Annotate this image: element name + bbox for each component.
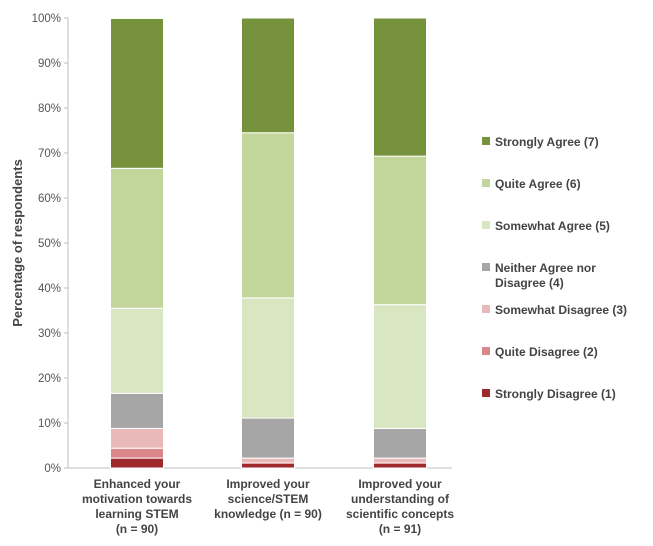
x-category-label-line: scientific concepts <box>346 507 454 521</box>
y-tick-label: 0% <box>44 463 61 475</box>
legend-label-line: Disagree (4) <box>495 276 564 290</box>
bar-segment <box>373 17 427 157</box>
y-tick-label: 100% <box>32 13 61 25</box>
bar-segment <box>373 304 427 429</box>
y-tick-label: 80% <box>38 103 61 115</box>
y-tick-label: 10% <box>38 418 61 430</box>
legend-swatch <box>482 305 490 313</box>
bar-segment <box>110 392 164 429</box>
legend-label: Somewhat Disagree (3) <box>495 303 627 317</box>
y-tick-label: 90% <box>38 58 61 70</box>
legend-label: Strongly Disagree (1) <box>495 387 616 401</box>
x-category-label: Enhanced your motivation towards learning … <box>82 477 192 536</box>
legend-swatch <box>482 347 490 355</box>
bar-segment <box>373 155 427 306</box>
legend-layer: Strongly Agree (7) Quite Agree (6) Somewha… <box>482 135 627 401</box>
x-category-label-line: learning STEM <box>95 507 178 521</box>
bar-segment <box>373 457 427 464</box>
y-tick-label: 50% <box>38 238 61 250</box>
y-tick-label: 20% <box>38 373 61 385</box>
x-category-label-line: (n = 90) <box>116 522 158 536</box>
x-category-label-line: Enhanced your <box>94 477 181 491</box>
x-category-label-line: understanding of <box>351 492 450 506</box>
legend-label: Strongly Agree (7) <box>495 135 599 149</box>
legend-swatch <box>482 221 490 229</box>
legend-label-line: Strongly Agree (7) <box>495 135 599 149</box>
x-category-label: Improved your science/STEM knowledge (n = … <box>214 477 322 521</box>
x-category-label-line: motivation towards <box>82 492 192 506</box>
x-category-label-line: knowledge (n = 90) <box>214 507 322 521</box>
y-tick-label: 60% <box>38 193 61 205</box>
legend-label-line: Neither Agree nor <box>495 261 596 275</box>
bar-segment <box>241 132 295 299</box>
bar-layer <box>110 17 427 469</box>
legend-label-line: Strongly Disagree (1) <box>495 387 616 401</box>
bar-segment <box>241 457 295 464</box>
legend-label: Somewhat Agree (5) <box>495 219 610 233</box>
legend-swatch <box>482 179 490 187</box>
bar-segment <box>241 462 295 469</box>
x-category-label-line: Improved your <box>226 477 310 491</box>
legend-swatch <box>482 137 490 145</box>
bar-segment <box>241 297 295 419</box>
bar-segment <box>373 427 427 459</box>
x-category-label-line: science/STEM <box>228 492 309 506</box>
y-tick-label: 40% <box>38 283 61 295</box>
legend-label-line: Quite Disagree (2) <box>495 345 598 359</box>
legend-label-line: Somewhat Agree (5) <box>495 219 610 233</box>
legend-label: Neither Agree nor Disagree (4) <box>495 261 596 290</box>
axis-layer: 0% 10% 20% 30% 40% 50% 60% 70% 80% 90% 100% Percent… <box>10 13 454 536</box>
y-tick-label: 30% <box>38 328 61 340</box>
legend-swatch <box>482 389 490 397</box>
legend-swatch <box>482 263 490 271</box>
legend-label-line: Somewhat Disagree (3) <box>495 303 627 317</box>
bar-segment <box>241 417 295 459</box>
bar-segment <box>110 447 164 459</box>
bar-segment <box>241 17 295 134</box>
bar-segment <box>110 307 164 394</box>
bar-segment <box>110 167 164 309</box>
y-axis-title: Percentage of respondents <box>10 159 25 327</box>
legend-label: Quite Disagree (2) <box>495 345 598 359</box>
bar-segment <box>110 17 164 169</box>
bar-segment <box>110 457 164 469</box>
legend-label-line: Quite Agree (6) <box>495 177 581 191</box>
x-category-label: Improved your understanding of scientific … <box>346 477 454 536</box>
bar-segment <box>110 427 164 449</box>
legend-label: Quite Agree (6) <box>495 177 581 191</box>
y-tick-label: 70% <box>38 148 61 160</box>
x-category-label-line: (n = 91) <box>379 522 421 536</box>
x-category-label-line: Improved your <box>358 477 442 491</box>
bar-segment <box>373 462 427 469</box>
